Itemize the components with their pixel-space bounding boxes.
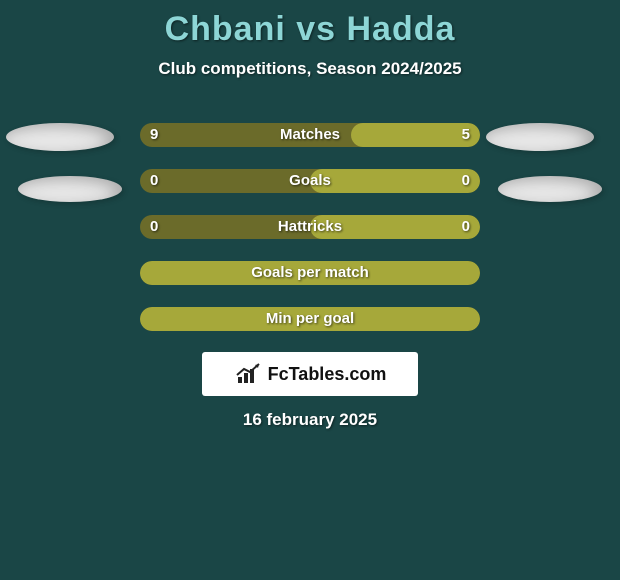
stat-label: Goals xyxy=(140,169,480,193)
branding-badge[interactable]: FcTables.com xyxy=(202,352,418,396)
stat-row: Goals per match xyxy=(0,261,620,287)
comparison-card: Chbani vs Hadda Club competitions, Seaso… xyxy=(0,0,620,580)
stat-label: Matches xyxy=(140,123,480,147)
stat-row: 95Matches xyxy=(0,123,620,149)
page-subtitle: Club competitions, Season 2024/2025 xyxy=(0,59,620,79)
branding-chart-icon xyxy=(234,363,262,385)
footer-date: 16 february 2025 xyxy=(0,410,620,430)
stat-row: 00Goals xyxy=(0,169,620,195)
stat-label: Goals per match xyxy=(140,261,480,285)
stats-rows: 95Matches 00Goals 00Hattricks Goals per mat… xyxy=(0,123,620,333)
stat-label: Min per goal xyxy=(140,307,480,331)
stat-row: Min per goal xyxy=(0,307,620,333)
stat-row: 00Hattricks xyxy=(0,215,620,241)
stat-label: Hattricks xyxy=(140,215,480,239)
branding-text: FcTables.com xyxy=(268,364,387,385)
page-title: Chbani vs Hadda xyxy=(0,0,620,49)
